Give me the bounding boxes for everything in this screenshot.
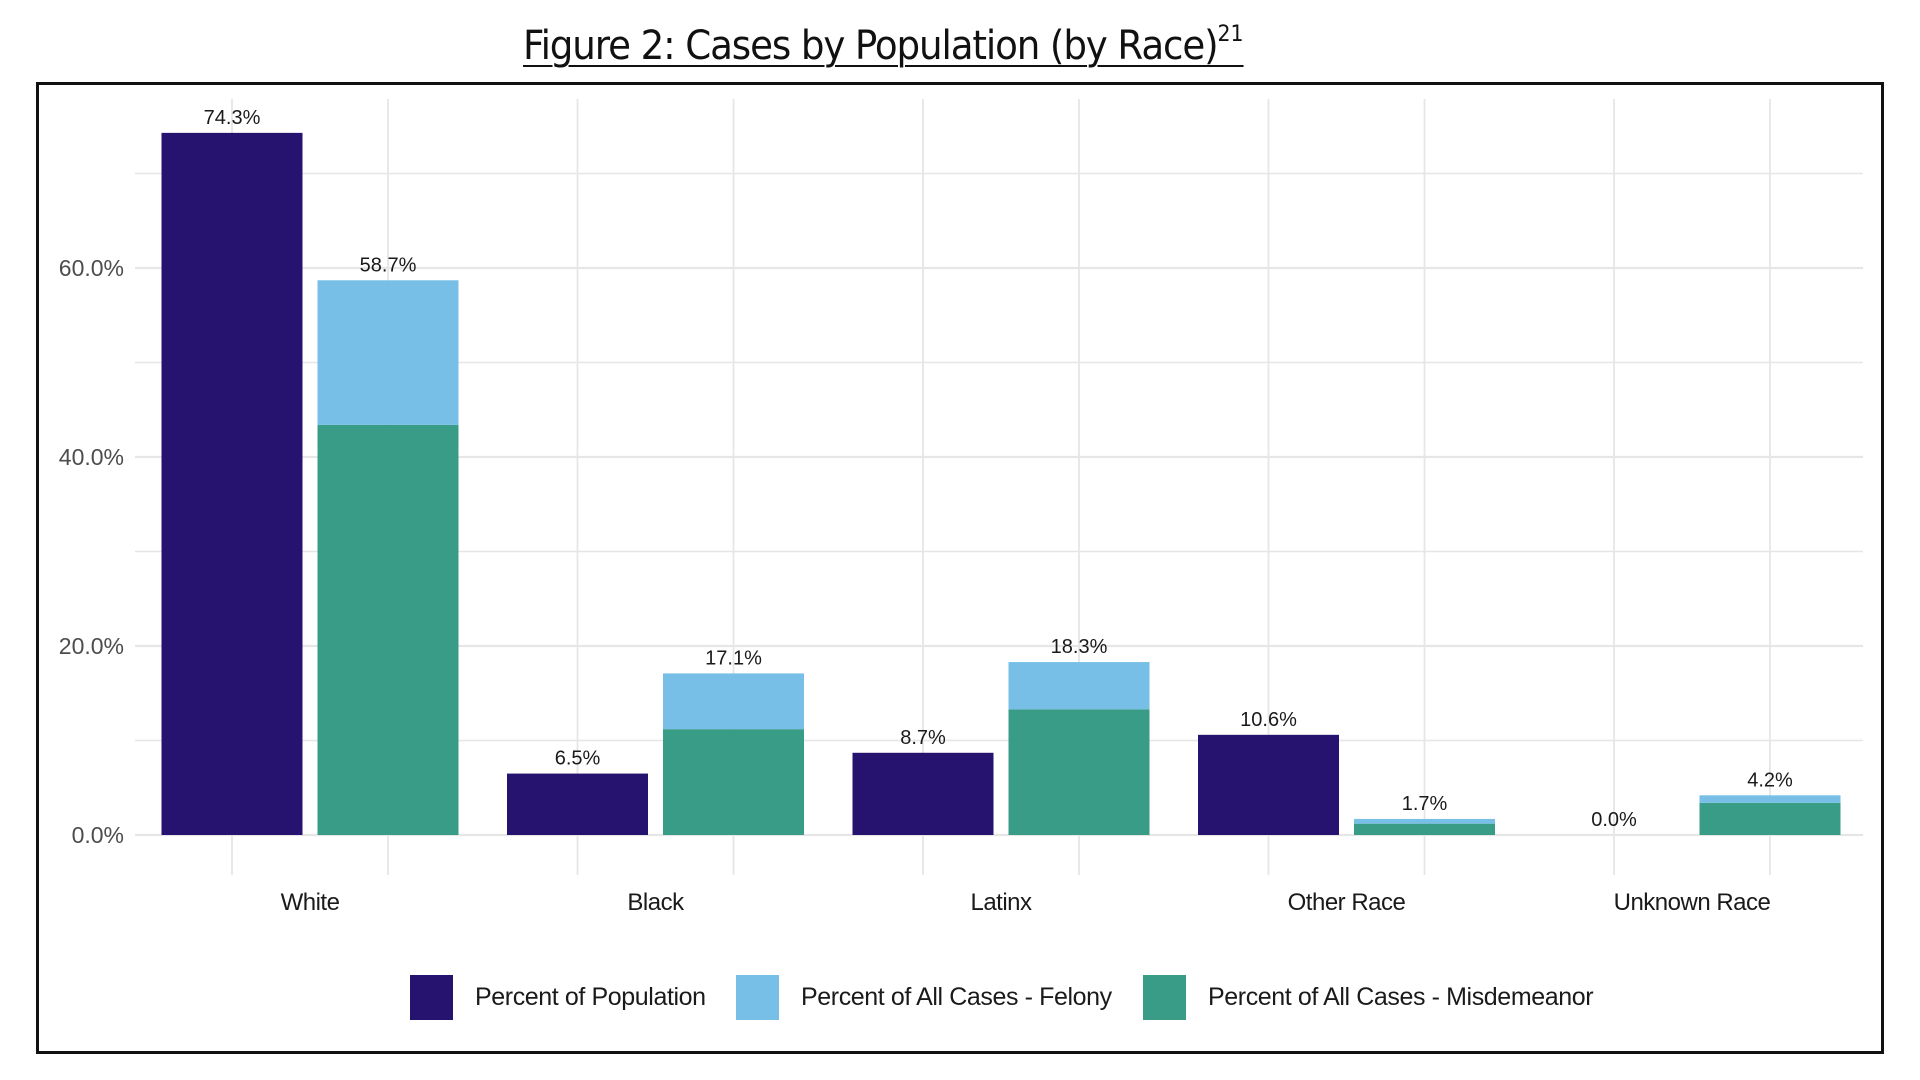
data-label-cases-total: 18.3% bbox=[1051, 636, 1108, 658]
data-label-population: 74.3% bbox=[204, 107, 261, 129]
y-tick-label: 40.0% bbox=[59, 444, 124, 470]
x-category-label: Other Race bbox=[1288, 889, 1406, 916]
title-footnote: 21 bbox=[1217, 22, 1244, 47]
data-label-cases-total: 1.7% bbox=[1402, 793, 1448, 815]
bar-misdemeanor bbox=[663, 729, 804, 835]
bar-felony bbox=[663, 673, 804, 730]
x-category-label: Unknown Race bbox=[1614, 889, 1771, 916]
bar-population bbox=[161, 132, 303, 836]
bar-misdemeanor bbox=[1008, 709, 1150, 835]
data-label-cases-total: 58.7% bbox=[360, 254, 417, 276]
data-label-population: 0.0% bbox=[1591, 809, 1637, 831]
y-tick-label: 0.0% bbox=[72, 822, 124, 848]
legend-swatch bbox=[736, 974, 779, 1020]
bar-misdemeanor bbox=[1354, 823, 1495, 835]
chart-title-text: Figure 2: Cases by Population (by Race) bbox=[523, 23, 1219, 69]
legend: Percent of Population Percent of All Case… bbox=[0, 974, 1920, 1020]
bar-felony bbox=[317, 280, 459, 425]
bar-felony bbox=[1008, 662, 1150, 710]
legend-swatch bbox=[410, 974, 453, 1020]
data-label-population: 6.5% bbox=[555, 748, 601, 770]
x-category-label: Black bbox=[627, 889, 685, 916]
bar-misdemeanor bbox=[1699, 802, 1841, 835]
data-label-population: 10.6% bbox=[1240, 709, 1297, 731]
legend-item-population: Percent of Population bbox=[410, 974, 706, 1020]
legend-label: Percent of All Cases - Felony bbox=[801, 982, 1112, 1011]
legend-swatch bbox=[1143, 974, 1186, 1020]
data-label-cases-total: 17.1% bbox=[705, 647, 762, 669]
y-tick-label: 20.0% bbox=[59, 633, 124, 659]
bar-felony bbox=[1354, 818, 1495, 824]
x-category-label: Latinx bbox=[970, 889, 1032, 916]
legend-label: Percent of Population bbox=[475, 982, 706, 1011]
bar-population bbox=[507, 773, 648, 835]
legend-item-misdemeanor: Percent of All Cases - Misdemeanor bbox=[1143, 974, 1594, 1020]
bar-misdemeanor bbox=[317, 424, 459, 835]
chart-frame bbox=[36, 82, 1884, 1054]
data-label-population: 8.7% bbox=[900, 727, 946, 749]
legend-item-felony: Percent of All Cases - Felony bbox=[736, 974, 1112, 1020]
chart-title: Figure 2: Cases by Population (by Race)2… bbox=[523, 22, 1244, 69]
y-tick-label: 60.0% bbox=[59, 255, 124, 281]
bar-population bbox=[1198, 734, 1339, 835]
x-category-label: White bbox=[281, 889, 340, 916]
bar-population bbox=[852, 752, 994, 835]
data-label-cases-total: 4.2% bbox=[1747, 769, 1793, 791]
legend-label: Percent of All Cases - Misdemeanor bbox=[1208, 982, 1594, 1011]
bar-felony bbox=[1699, 795, 1841, 803]
